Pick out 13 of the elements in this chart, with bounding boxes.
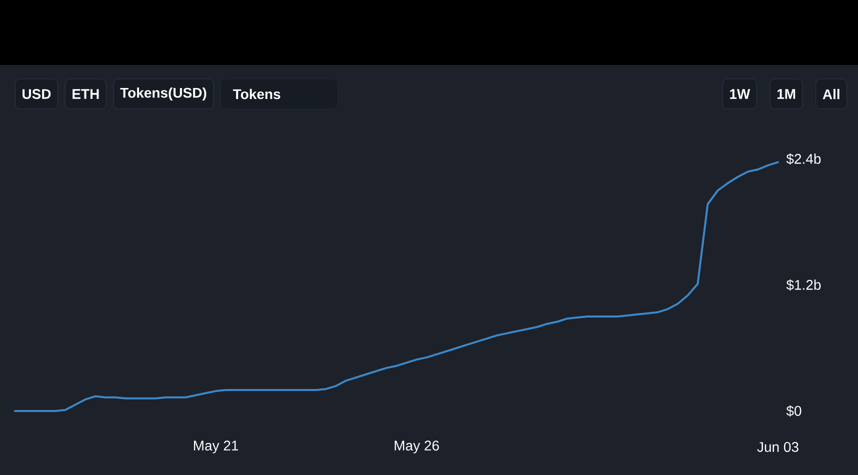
y-tick-label: $1.2b <box>786 279 821 291</box>
text: Tokens <box>232 88 280 100</box>
x-tick-label: Jun 03 <box>757 442 798 452</box>
text: ETH <box>72 89 99 99</box>
text: 1M <box>777 89 796 99</box>
text: All <box>822 88 840 100</box>
y-tick-label: $0 <box>786 405 802 417</box>
text: Tokens(USD) <box>120 87 206 101</box>
text: USD <box>22 89 51 99</box>
text: 1W <box>730 89 750 99</box>
x-tick-label: May 21 <box>194 440 238 454</box>
x-tick-label: May 26 <box>394 440 439 454</box>
y-tick-label: $2.4b <box>786 153 821 165</box>
